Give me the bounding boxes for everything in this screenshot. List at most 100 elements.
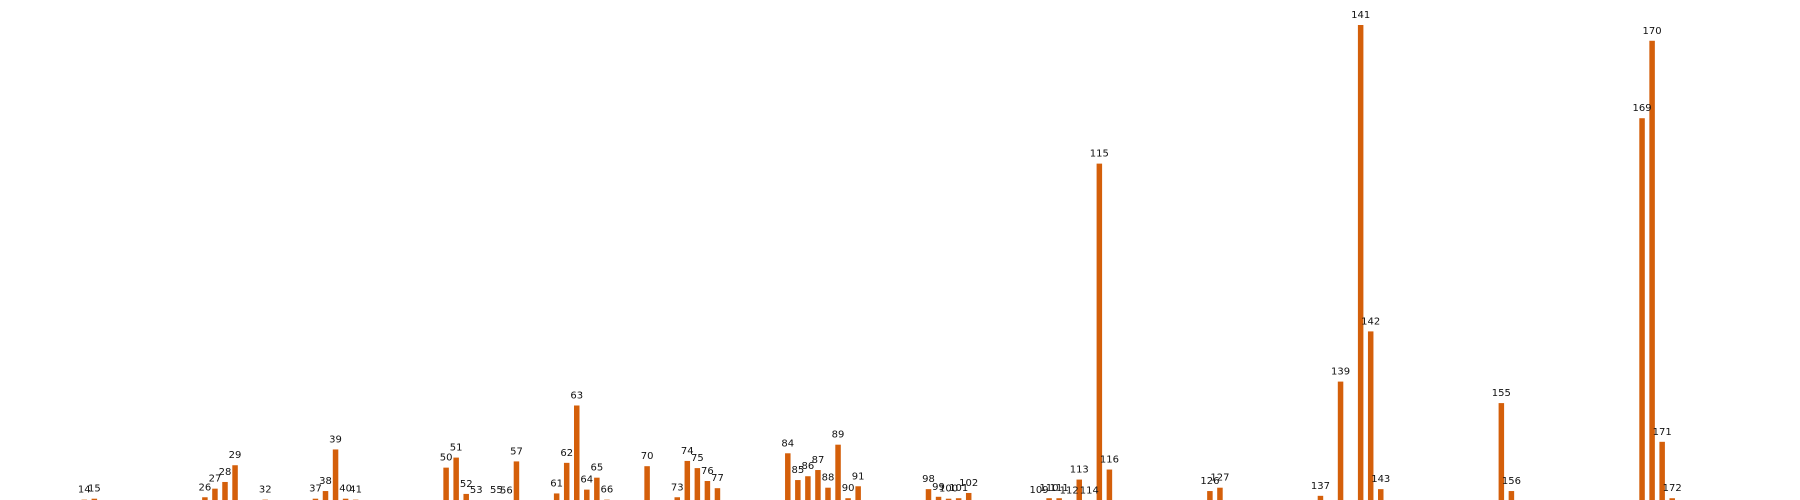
bar-39 bbox=[332, 449, 339, 500]
bar-51 bbox=[453, 457, 459, 500]
data-label-86: 86 bbox=[802, 461, 815, 472]
bar-90 bbox=[845, 498, 851, 500]
bar-116 bbox=[1106, 469, 1113, 500]
data-label-142: 142 bbox=[1361, 316, 1380, 327]
data-label-87: 87 bbox=[812, 455, 825, 466]
data-label-73: 73 bbox=[671, 482, 684, 493]
data-label-155: 155 bbox=[1492, 388, 1511, 399]
data-label-139: 139 bbox=[1331, 367, 1350, 378]
data-label-141: 141 bbox=[1351, 10, 1370, 21]
data-label-88: 88 bbox=[822, 473, 835, 484]
data-label-98: 98 bbox=[922, 474, 935, 485]
data-label-50: 50 bbox=[440, 453, 453, 464]
bar-141 bbox=[1357, 25, 1364, 500]
bar-99 bbox=[935, 496, 942, 500]
bar-37 bbox=[312, 498, 319, 500]
data-label-40: 40 bbox=[339, 484, 352, 495]
bar-169 bbox=[1639, 118, 1645, 500]
data-label-62: 62 bbox=[560, 448, 573, 459]
data-label-169: 169 bbox=[1633, 103, 1652, 114]
data-label-171: 171 bbox=[1653, 427, 1672, 438]
bar-115 bbox=[1096, 163, 1103, 500]
data-label-65: 65 bbox=[590, 463, 603, 474]
data-label-101: 101 bbox=[949, 483, 968, 494]
bar-57 bbox=[513, 461, 520, 500]
bar-126 bbox=[1207, 491, 1213, 500]
bar-40 bbox=[342, 498, 349, 500]
bar-61 bbox=[553, 493, 560, 500]
data-label-15: 15 bbox=[88, 484, 101, 495]
bar-62 bbox=[563, 462, 570, 500]
data-label-55: 55 bbox=[490, 485, 503, 496]
data-label-110: 110 bbox=[1040, 483, 1059, 494]
data-label-56: 56 bbox=[500, 486, 513, 497]
data-label-37: 37 bbox=[309, 484, 322, 495]
bar-98 bbox=[925, 489, 932, 500]
data-label-57: 57 bbox=[510, 446, 523, 457]
data-label-38: 38 bbox=[319, 476, 332, 487]
data-label-170: 170 bbox=[1643, 26, 1662, 37]
bar-74 bbox=[684, 460, 691, 500]
data-label-39: 39 bbox=[329, 434, 342, 445]
bar-64 bbox=[584, 489, 590, 500]
bar-73 bbox=[674, 497, 680, 500]
bars-layer bbox=[81, 25, 1675, 500]
bar-63 bbox=[574, 405, 580, 500]
bar-127 bbox=[1217, 487, 1223, 500]
bar-89 bbox=[835, 444, 841, 500]
data-label-116: 116 bbox=[1100, 455, 1119, 466]
data-label-14: 14 bbox=[78, 485, 91, 496]
bar-85 bbox=[795, 480, 801, 500]
data-label-53: 53 bbox=[470, 485, 483, 496]
bar-38 bbox=[322, 491, 329, 500]
data-label-27: 27 bbox=[209, 474, 222, 485]
data-label-61: 61 bbox=[550, 478, 563, 489]
data-label-63: 63 bbox=[570, 390, 583, 401]
data-label-84: 84 bbox=[781, 438, 794, 449]
bar-52 bbox=[463, 493, 469, 500]
data-label-91: 91 bbox=[852, 471, 865, 482]
bar-101 bbox=[955, 498, 962, 500]
bar-28 bbox=[222, 481, 228, 500]
data-label-100: 100 bbox=[939, 484, 958, 495]
data-label-26: 26 bbox=[199, 482, 212, 493]
data-label-115: 115 bbox=[1090, 149, 1109, 160]
data-label-126: 126 bbox=[1200, 476, 1219, 487]
data-label-70: 70 bbox=[641, 451, 654, 462]
bar-155 bbox=[1498, 403, 1505, 500]
bar-88 bbox=[825, 487, 831, 500]
bar-91 bbox=[855, 486, 861, 500]
data-label-99: 99 bbox=[932, 482, 945, 493]
data-label-112: 112 bbox=[1060, 486, 1079, 497]
data-label-74: 74 bbox=[681, 446, 694, 457]
bar-50 bbox=[443, 467, 449, 500]
bar-29 bbox=[232, 465, 238, 500]
data-label-28: 28 bbox=[219, 467, 232, 478]
data-label-51: 51 bbox=[450, 443, 463, 454]
bar-137 bbox=[1317, 495, 1324, 500]
bar-26 bbox=[202, 497, 208, 500]
bar-171 bbox=[1659, 441, 1665, 500]
bar-111 bbox=[1056, 498, 1062, 500]
bar-87 bbox=[815, 470, 821, 500]
data-label-85: 85 bbox=[791, 465, 804, 476]
data-label-76: 76 bbox=[701, 466, 714, 477]
data-label-52: 52 bbox=[460, 479, 473, 490]
data-label-113: 113 bbox=[1070, 465, 1089, 476]
bar-70 bbox=[644, 466, 650, 500]
data-label-89: 89 bbox=[832, 430, 845, 441]
bar-139 bbox=[1337, 381, 1344, 500]
bar-86 bbox=[805, 476, 811, 500]
data-label-114: 114 bbox=[1080, 486, 1099, 497]
data-label-111: 111 bbox=[1050, 483, 1069, 494]
data-label-143: 143 bbox=[1371, 474, 1390, 485]
bar-76 bbox=[704, 481, 711, 500]
data-label-90: 90 bbox=[842, 483, 855, 494]
data-label-41: 41 bbox=[349, 485, 362, 496]
bar-113 bbox=[1076, 479, 1082, 500]
data-label-77: 77 bbox=[711, 473, 724, 484]
bar-110 bbox=[1046, 498, 1052, 500]
data-label-64: 64 bbox=[580, 475, 593, 486]
data-label-102: 102 bbox=[959, 478, 978, 489]
